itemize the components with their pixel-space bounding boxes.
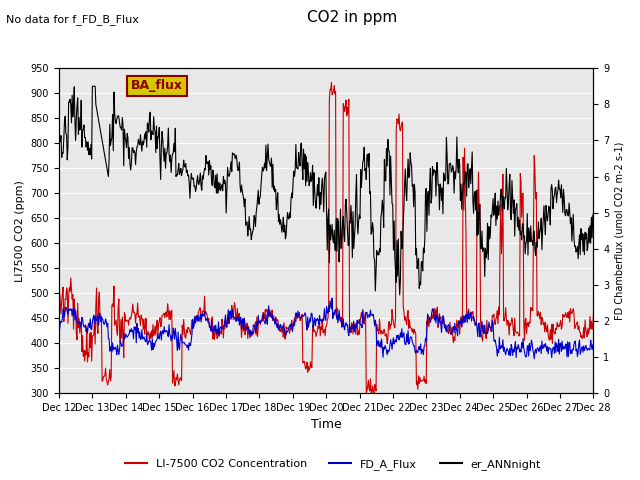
Text: CO2 in ppm: CO2 in ppm (307, 10, 397, 24)
Y-axis label: FD Chamberflux (umol CO2 m-2 s-1): FD Chamberflux (umol CO2 m-2 s-1) (615, 142, 625, 320)
X-axis label: Time: Time (311, 419, 342, 432)
Text: No data for f_FD_B_Flux: No data for f_FD_B_Flux (6, 14, 140, 25)
Legend: LI-7500 CO2 Concentration, FD_A_Flux, er_ANNnight: LI-7500 CO2 Concentration, FD_A_Flux, er… (120, 455, 545, 474)
Text: BA_flux: BA_flux (131, 79, 183, 92)
Y-axis label: LI7500 CO2 (ppm): LI7500 CO2 (ppm) (15, 180, 25, 282)
